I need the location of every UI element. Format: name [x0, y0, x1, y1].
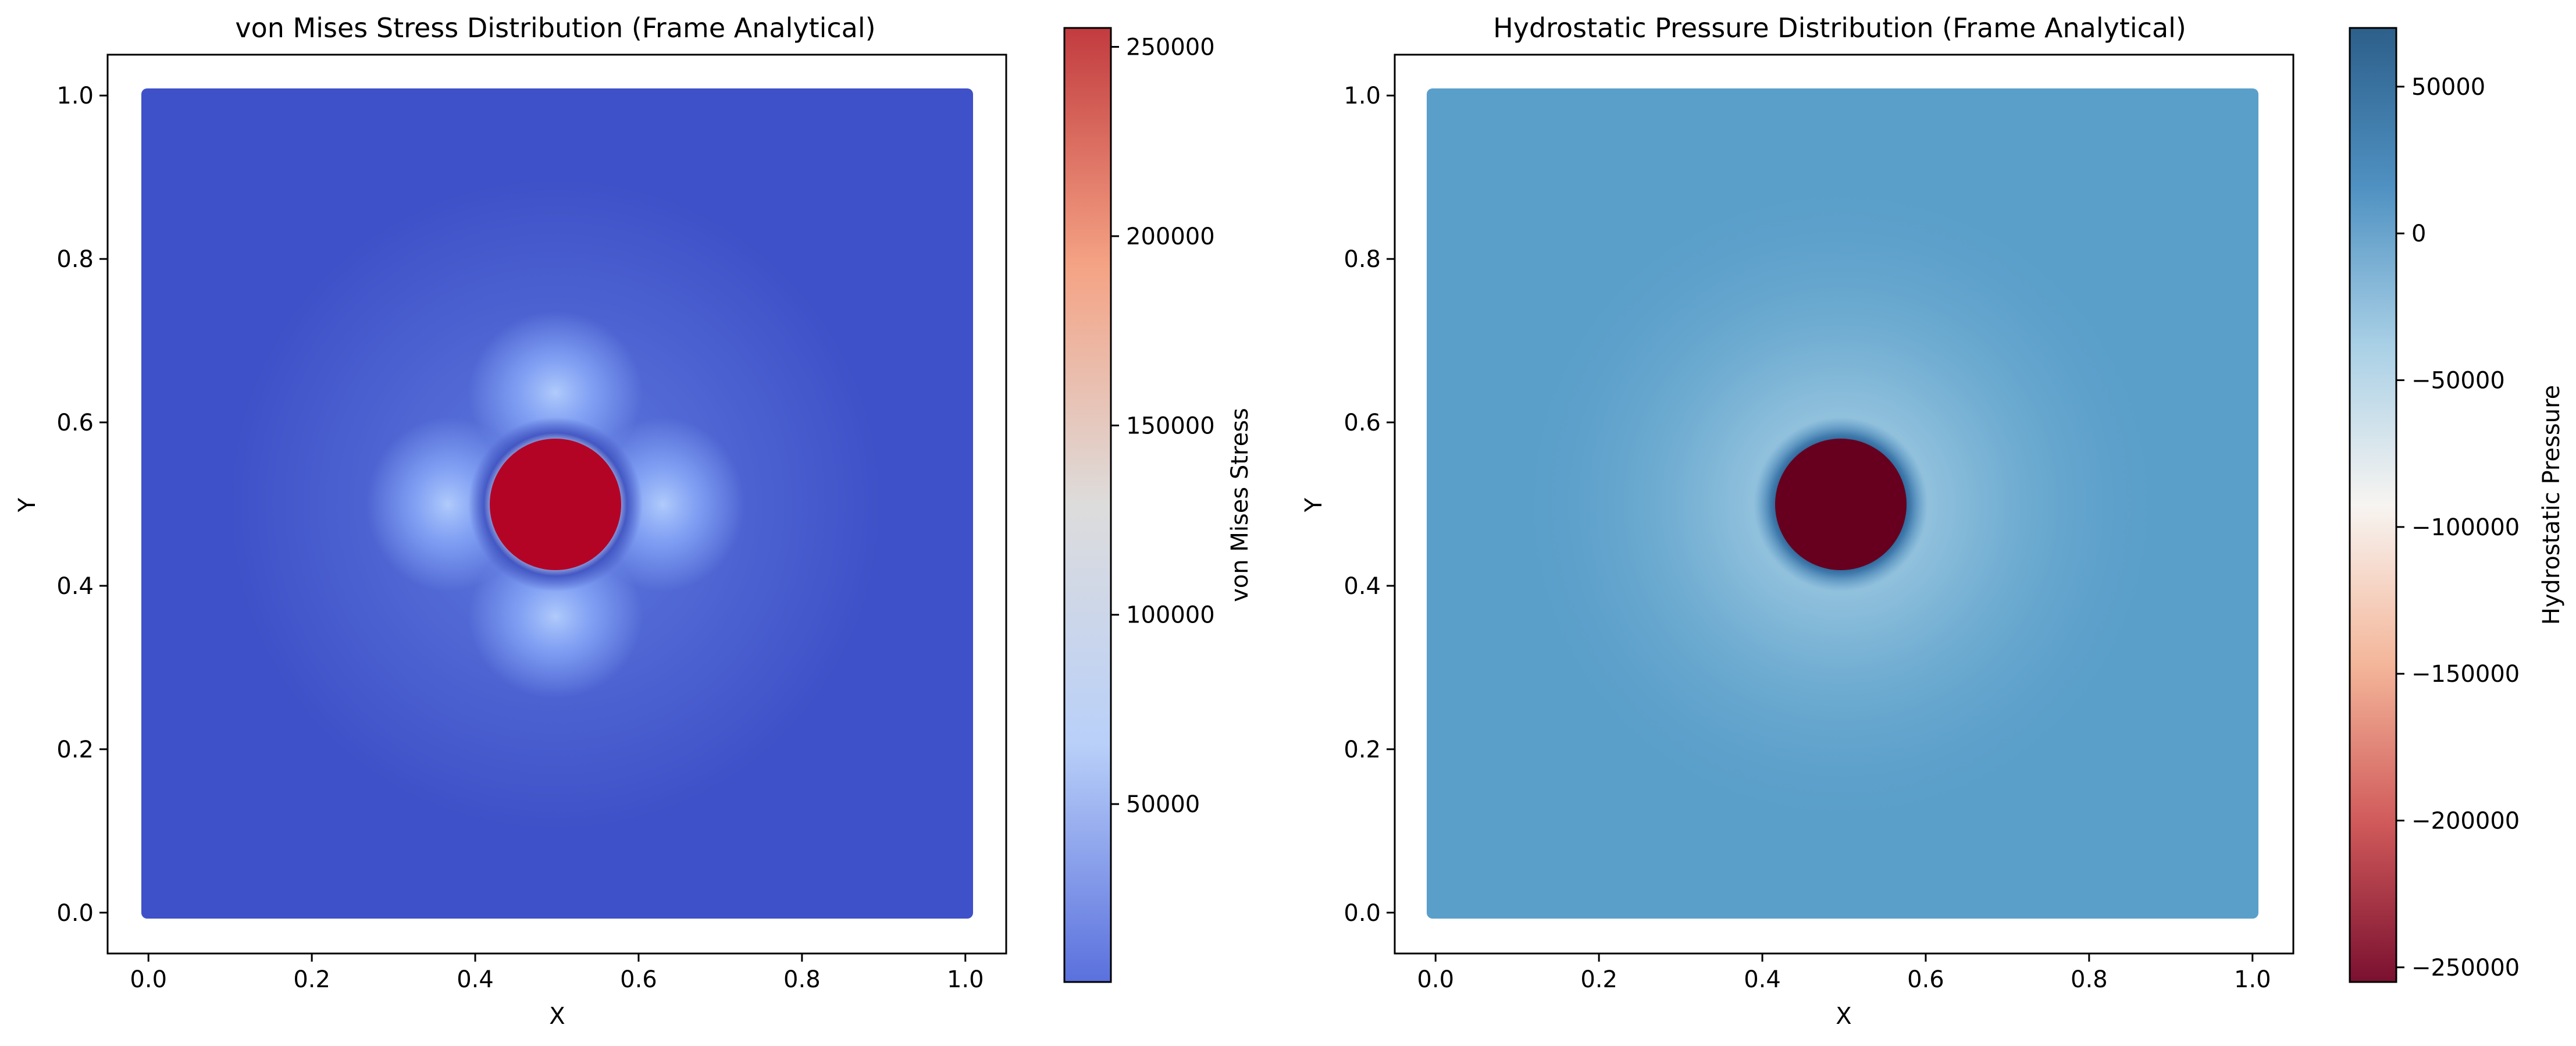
x-tick-label: 0.6: [1907, 966, 1944, 993]
colorbar-tick-label: −250000: [2411, 955, 2520, 981]
y-tick-label: 1.0: [1344, 83, 1381, 109]
x-axis-label-von-mises: X: [549, 1003, 565, 1030]
colorbar-tick-label: 200000: [1126, 223, 1215, 250]
plot-frame-von-mises: [106, 54, 1007, 955]
colorbar-tick-label: −50000: [2411, 368, 2505, 394]
y-axis-ticks-von-mises: 0.0 0.2 0.4 0.6 0.8 1.0: [56, 83, 108, 927]
panel-von-mises: von Mises Stress Distribution (Frame Ana…: [14, 12, 1253, 1030]
y-tick-label: 0.4: [1344, 573, 1381, 600]
x-axis-label-hydrostatic: X: [1836, 1003, 1851, 1030]
colorbar-tick-label: −100000: [2411, 514, 2520, 541]
y-tick-label: 0.0: [56, 900, 94, 927]
hole-region: [490, 439, 621, 570]
y-tick-label: 0.4: [56, 573, 94, 600]
colorbar-tick-label: 0: [2411, 220, 2426, 247]
colorbar-tick-label: 50000: [2411, 74, 2485, 101]
y-tick-label: 0.8: [1344, 246, 1381, 273]
y-tick-label: 0.2: [1344, 737, 1381, 763]
chart-title-von-mises: von Mises Stress Distribution (Frame Ana…: [235, 12, 875, 44]
y-axis-label-von-mises: Y: [14, 497, 41, 513]
y-tick-label: 0.0: [1344, 900, 1381, 927]
colorbar-tick-label: 50000: [1126, 791, 1200, 818]
x-tick-label: 0.2: [293, 966, 330, 993]
x-tick-label: 0.0: [130, 966, 167, 993]
colorbar-tick-label: −150000: [2411, 661, 2520, 688]
heatmap-field-von-mises: [141, 88, 973, 919]
colorbar-label-hydrostatic: Hydrostatic Pressure: [2538, 385, 2565, 625]
colorbar-hydrostatic: [2349, 27, 2397, 983]
x-tick-label: 0.8: [2071, 966, 2108, 993]
heatmap-field-hydrostatic: [1427, 88, 2258, 919]
x-tick-label: 1.0: [2234, 966, 2271, 993]
hole-region: [1775, 439, 1907, 570]
y-tick-label: 0.2: [56, 737, 94, 763]
x-tick-label: 0.4: [457, 966, 494, 993]
x-tick-label: 0.0: [1417, 966, 1454, 993]
y-axis-label-hydrostatic: Y: [1301, 497, 1327, 513]
plot-frame-hydrostatic: [1394, 54, 2294, 955]
y-tick-label: 0.6: [1344, 410, 1381, 436]
x-tick-label: 0.4: [1744, 966, 1781, 993]
x-axis-ticks-von-mises: 0.0 0.2 0.4 0.6 0.8 1.0: [130, 954, 984, 993]
x-tick-label: 0.6: [620, 966, 657, 993]
y-axis-ticks-hydrostatic: 0.0 0.2 0.4 0.6 0.8 1.0: [1344, 83, 1395, 927]
y-tick-label: 1.0: [56, 83, 94, 109]
colorbar-von-mises: [1063, 27, 1112, 983]
x-axis-ticks-hydrostatic: 0.0 0.2 0.4 0.6 0.8 1.0: [1417, 954, 2271, 993]
panel-hydrostatic: Hydrostatic Pressure Distribution (Frame…: [1301, 12, 2565, 1030]
colorbar-tick-label: 100000: [1126, 602, 1215, 629]
x-tick-label: 1.0: [947, 966, 984, 993]
colorbar-ticks-hydrostatic: 50000 0 −50000 −100000 −150000 −200000 −250000: [2396, 74, 2520, 981]
x-tick-label: 0.8: [783, 966, 821, 993]
x-tick-label: 0.2: [1580, 966, 1617, 993]
colorbar-ticks-von-mises: 50000 100000 150000 200000 250000: [1111, 34, 1215, 818]
y-tick-label: 0.6: [56, 410, 94, 436]
y-tick-label: 0.8: [56, 246, 94, 273]
colorbar-tick-label: 150000: [1126, 412, 1215, 439]
colorbar-tick-label: −200000: [2411, 807, 2520, 834]
chart-title-hydrostatic: Hydrostatic Pressure Distribution (Frame…: [1493, 12, 2186, 44]
colorbar-label-von-mises: von Mises Stress: [1227, 408, 1253, 602]
colorbar-tick-label: 250000: [1126, 34, 1215, 61]
